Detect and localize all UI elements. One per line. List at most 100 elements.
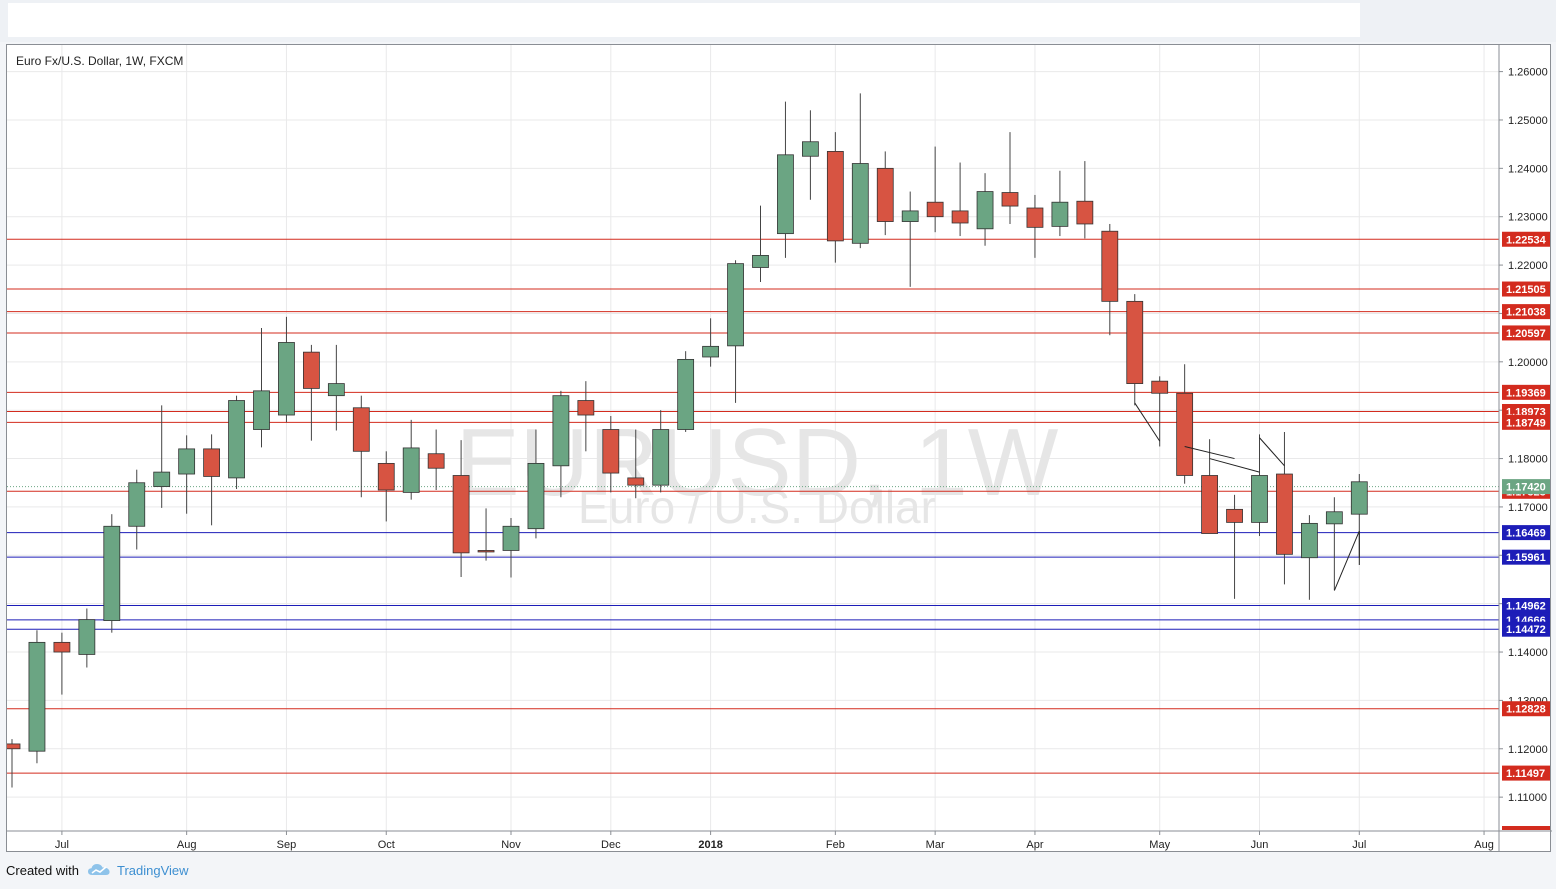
price-tick-label: 1.11000 <box>1508 792 1547 804</box>
tradingview-cloud-icon[interactable] <box>87 862 111 878</box>
candle-up <box>327 383 345 397</box>
level-tag: 1.14962 <box>1506 601 1546 613</box>
candle-up <box>752 255 769 268</box>
price-tick-label: 1.12000 <box>1508 744 1548 756</box>
level-tag-bg <box>1502 598 1550 614</box>
level-tag: 1.14472 <box>1506 624 1546 636</box>
candle-down <box>627 477 645 486</box>
time-tick-label: Jul <box>1352 839 1366 851</box>
time-tick-label: Jul <box>55 839 69 851</box>
price-tick-label: 1.17000 <box>1508 502 1548 514</box>
candle-up <box>153 471 171 488</box>
candle-down <box>1276 473 1293 555</box>
candle-up <box>652 429 670 486</box>
candle-up <box>552 395 570 467</box>
candle-down <box>203 448 221 477</box>
candle-up <box>777 154 794 235</box>
candle-down <box>1226 508 1243 523</box>
candle-up <box>527 462 545 530</box>
level-tag: 1.21505 <box>1506 284 1546 296</box>
trendline <box>1333 530 1360 591</box>
level-tag-bg <box>1502 549 1550 565</box>
candle-up <box>1350 481 1368 515</box>
candle-up <box>702 345 719 358</box>
candle-down <box>427 453 445 469</box>
candle-up <box>802 141 819 157</box>
candle-down <box>951 210 969 224</box>
level-tag: 1.15961 <box>1506 552 1546 564</box>
candle-up <box>103 525 121 621</box>
last-price-tag: 1.17420 <box>1506 482 1546 494</box>
candle-up <box>228 400 245 479</box>
price-tick-label: 1.23000 <box>1508 212 1548 224</box>
candle-up <box>851 163 869 244</box>
candle-up <box>253 390 270 430</box>
level-tag: 1.16469 <box>1506 528 1546 540</box>
candle-up <box>128 482 146 527</box>
price-tick-label: 1.14000 <box>1508 647 1548 659</box>
time-tick-label: Sep <box>277 839 297 851</box>
candle-up <box>1301 522 1318 559</box>
candle-up <box>901 210 919 222</box>
price-tick-label: 1.18000 <box>1508 454 1548 466</box>
candle-down <box>926 201 944 218</box>
candle-up <box>1051 201 1069 227</box>
candle-down <box>377 462 395 491</box>
candle-down <box>602 429 620 474</box>
candle-up <box>402 447 420 493</box>
time-tick-label: Aug <box>177 839 197 851</box>
price-scale-marker <box>1502 826 1550 830</box>
level-tag: 1.11497 <box>1506 768 1545 780</box>
price-tick-label: 1.22000 <box>1508 260 1548 272</box>
candle-up <box>28 641 46 752</box>
candle-down <box>1126 300 1144 384</box>
price-tick-label: 1.20000 <box>1508 357 1548 369</box>
watermark-description: Euro / U.S. Dollar <box>578 481 936 533</box>
time-tick-label: Nov <box>501 839 521 851</box>
time-tick-label: Dec <box>601 839 621 851</box>
candle-down <box>452 475 470 554</box>
level-tag: 1.22534 <box>1506 234 1547 246</box>
trendline <box>1259 437 1285 467</box>
candle-down <box>477 550 495 553</box>
level-tag-bg <box>1502 231 1550 247</box>
level-tag: 1.12828 <box>1506 704 1546 716</box>
candle-down <box>577 400 595 416</box>
candle-down <box>1101 230 1119 302</box>
level-tag: 1.21038 <box>1506 307 1546 319</box>
candle-up <box>502 525 520 551</box>
trendline <box>1134 402 1161 442</box>
chart-panel[interactable]: EURUSD, 1W Euro / U.S. Dollar 1.26000 1.250… <box>6 44 1552 853</box>
price-tick-label: 1.24000 <box>1508 163 1548 175</box>
level-tag-bg <box>1502 304 1550 320</box>
level-tag-bg <box>1502 621 1550 637</box>
time-tick-label: Aug <box>1474 839 1494 851</box>
candle-down <box>7 743 21 750</box>
level-tag: 1.18749 <box>1506 417 1546 429</box>
candle-down <box>53 641 71 653</box>
candle-down <box>876 167 894 222</box>
candle-down <box>1076 200 1094 225</box>
candle-down <box>1001 192 1019 207</box>
tradingview-link[interactable]: TradingView <box>117 863 189 878</box>
level-tag-bg <box>1502 414 1550 430</box>
candle-up <box>1325 511 1343 525</box>
candle-up <box>78 619 96 655</box>
candle-up <box>727 263 744 347</box>
footer: Created with TradingView <box>0 852 1556 889</box>
price-tick-label: 1.26000 <box>1508 67 1548 79</box>
level-tag-bg <box>1502 525 1550 541</box>
candle-down <box>352 407 370 452</box>
level-tag-bg <box>1502 281 1550 297</box>
time-tick-label: 2018 <box>698 839 722 851</box>
candle-up <box>178 448 196 475</box>
level-tag-bg <box>1502 384 1550 400</box>
level-tag: 1.20597 <box>1506 328 1546 340</box>
candle-down <box>1201 475 1218 534</box>
created-with-label: Created with <box>6 863 79 878</box>
candle-down <box>302 351 320 389</box>
symbol-search-bar[interactable] <box>8 3 1360 37</box>
level-tag-bg <box>1502 701 1550 717</box>
level-tag: 1.19369 <box>1506 387 1546 399</box>
